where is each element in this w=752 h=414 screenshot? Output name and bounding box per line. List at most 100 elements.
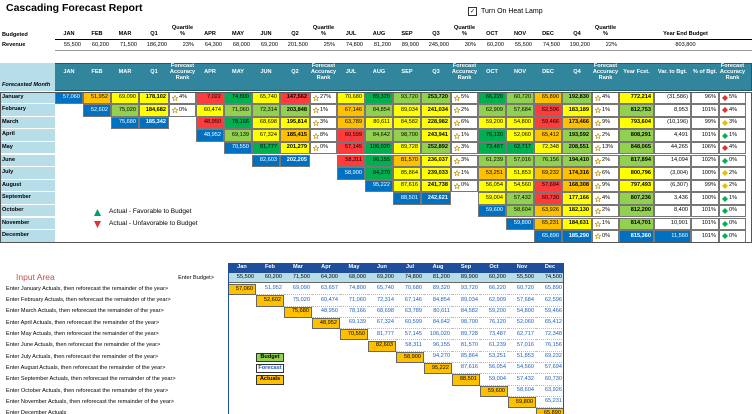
value-cell: 101% [691, 217, 719, 231]
rank-cell: 6% [451, 116, 478, 130]
input-value: 51,952 [256, 284, 284, 296]
budget-header: Q2 [280, 21, 310, 40]
input-budget: 89,900 [452, 273, 480, 283]
input-row-label: Enter August Actuals, then reforecast th… [6, 364, 166, 371]
input-header: Jan [228, 263, 256, 273]
rank-cell: 0% [719, 204, 746, 218]
input-value: 62,596 [536, 295, 564, 307]
rank-cell: 1% [592, 104, 619, 117]
value-cell: 63,926 [534, 204, 562, 218]
value-cell: 814,701 [619, 217, 654, 231]
value-cell: 71,060 [224, 104, 252, 117]
column-header: DEC [542, 69, 554, 76]
checkbox[interactable]: ✓ [468, 7, 477, 16]
input-value: 63,657 [312, 284, 340, 296]
budget-value: 74,800 [337, 41, 365, 51]
input-value: 48,950 [312, 307, 340, 318]
rank-cell: 1% [719, 129, 746, 142]
value-cell: 14,094 [654, 154, 691, 168]
title: Cascading Forecast Report [6, 2, 143, 14]
column-header: Var. to Bgt. [657, 69, 688, 76]
month-label: May [0, 141, 55, 155]
value-cell: 3,436 [654, 192, 691, 205]
checkbox-label: Turn On Heat Lamp [481, 8, 543, 15]
value-cell: 52,060 [506, 129, 534, 142]
value-cell: 182,130 [562, 204, 592, 218]
rank-cell: 2% [719, 167, 746, 180]
budget-value: 30% [451, 41, 478, 51]
input-budget: 64,300 [312, 273, 340, 283]
value-cell: 101% [691, 204, 719, 218]
value-cell: 87,616 [393, 179, 421, 193]
value-cell: 243,941 [421, 129, 451, 142]
value-cell: 168,308 [562, 179, 592, 193]
budget-value: 64,300 [196, 41, 224, 51]
rank-cell: 4% [719, 141, 746, 155]
value-cell: 60,474 [196, 104, 224, 117]
value-cell: 48,952 [196, 129, 224, 142]
value-cell: 193,592 [562, 129, 592, 142]
value-cell: 72,348 [534, 141, 562, 155]
input-value: 95,222 [424, 363, 452, 375]
value-cell: 89,728 [393, 141, 421, 155]
input-value: 67,324 [368, 318, 396, 330]
column-header: OCT [486, 69, 498, 76]
header-label-cell [0, 63, 55, 91]
heat-lamp-toggle[interactable]: ✓ Turn On Heat Lamp [468, 7, 543, 16]
input-value: 84,582 [452, 307, 480, 318]
input-row-label: Enter March Actuals, then reforecast the… [6, 308, 164, 315]
value-cell: 60,599 [337, 129, 365, 142]
budget-value: 186,200 [139, 41, 169, 51]
value-cell: 239,033 [421, 167, 451, 180]
input-header: Aug [424, 263, 452, 273]
rank-cell: 13% [592, 141, 619, 155]
value-cell: 59,466 [534, 116, 562, 130]
value-cell: 53,251 [478, 167, 506, 180]
value-cell: 185,342 [139, 116, 169, 130]
input-value: 80,611 [424, 307, 452, 318]
budget-header: NOV [506, 21, 534, 40]
input-value: 62,909 [480, 295, 508, 307]
column-header: NOV [513, 69, 527, 76]
budget-value: 22% [592, 41, 619, 51]
value-cell: 68,698 [252, 116, 280, 130]
rank-cell: 2% [719, 179, 746, 193]
input-row-label: Enter January Actuals, then reforecast t… [6, 285, 169, 292]
value-cell: 57,016 [506, 154, 534, 168]
input-value: 78,166 [340, 307, 368, 318]
input-title: Input Area [16, 272, 55, 282]
budget-value: 190,200 [562, 41, 592, 51]
value-cell: 62,717 [506, 141, 534, 155]
input-value: 74,800 [340, 284, 368, 296]
key-box: Forecast [256, 364, 284, 374]
value-cell: 812,753 [619, 104, 654, 117]
input-value: 75,680 [284, 306, 312, 318]
input-value: 65,740 [368, 284, 396, 296]
value-cell: 59,600 [478, 204, 506, 218]
input-value: 96,155 [424, 341, 452, 352]
input-value: 59,200 [480, 307, 508, 318]
budget-header: APR [196, 21, 224, 40]
value-cell: 54,800 [506, 116, 534, 130]
value-cell: 57,684 [506, 104, 534, 117]
value-cell: 58,311 [337, 154, 365, 168]
value-cell: 812,200 [619, 204, 654, 218]
budget-header: Q4 [562, 21, 592, 40]
budget-value: 69,200 [252, 41, 280, 51]
budget-header: Quartile % [451, 21, 478, 40]
value-cell: 848,065 [619, 141, 654, 155]
month-label: March [0, 116, 55, 130]
budget-value: 55,500 [506, 41, 534, 51]
input-value: 60,599 [396, 318, 424, 330]
rank-cell: 6% [592, 167, 619, 180]
budget-header: Quartile % [592, 21, 619, 40]
value-cell: 56,054 [478, 179, 506, 193]
value-cell: 62,909 [478, 104, 506, 117]
row-label: Budgeted [2, 31, 28, 38]
value-cell: 102% [691, 154, 719, 168]
input-value: 63,926 [536, 386, 564, 397]
rank-cell: 9% [592, 116, 619, 130]
budget-value: 81,200 [365, 41, 393, 51]
value-cell: 807,236 [619, 192, 654, 205]
input-budget: 69,200 [368, 273, 396, 283]
